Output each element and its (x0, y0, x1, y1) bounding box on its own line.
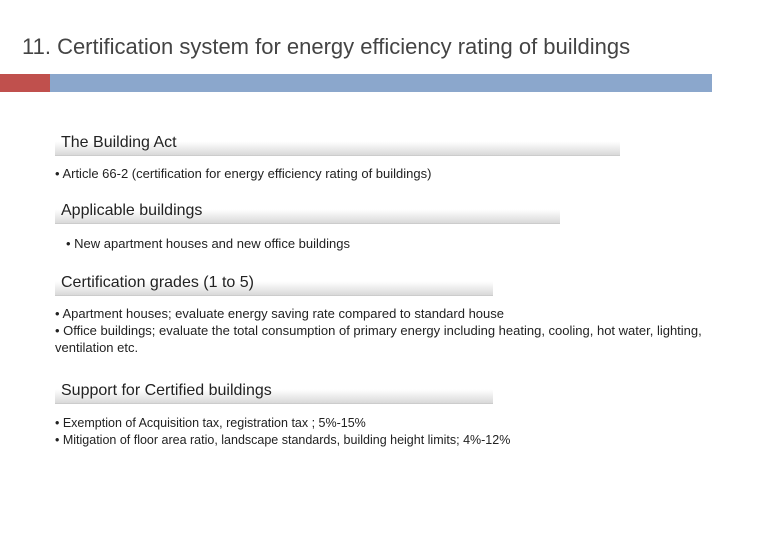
bullet: • Exemption of Acquisition tax, registra… (55, 416, 715, 432)
slide-title: 11. Certification system for energy effi… (22, 34, 630, 60)
section-body-applicable: • New apartment houses and new office bu… (66, 235, 726, 252)
section-heading-building-act: The Building Act (55, 128, 620, 156)
section-heading-support: Support for Certified buildings (55, 376, 493, 404)
section-heading-applicable: Applicable buildings (55, 196, 560, 224)
bullet: • Article 66-2 (certification for energy… (55, 166, 715, 182)
accent-bar-left (0, 74, 50, 92)
accent-bar-right (50, 74, 712, 92)
section-body-support: • Exemption of Acquisition tax, registra… (55, 415, 715, 448)
section-heading-grades: Certification grades (1 to 5) (55, 268, 493, 296)
bullet: • Apartment houses; evaluate energy savi… (55, 306, 715, 322)
section-body-grades: • Apartment houses; evaluate energy savi… (55, 305, 715, 356)
bullet: • Mitigation of floor area ratio, landsc… (55, 433, 715, 449)
bullet: • Office buildings; evaluate the total c… (55, 323, 715, 356)
bullet: • New apartment houses and new office bu… (66, 236, 726, 252)
section-body-building-act: • Article 66-2 (certification for energy… (55, 165, 715, 182)
slide: 11. Certification system for energy effi… (0, 0, 780, 540)
